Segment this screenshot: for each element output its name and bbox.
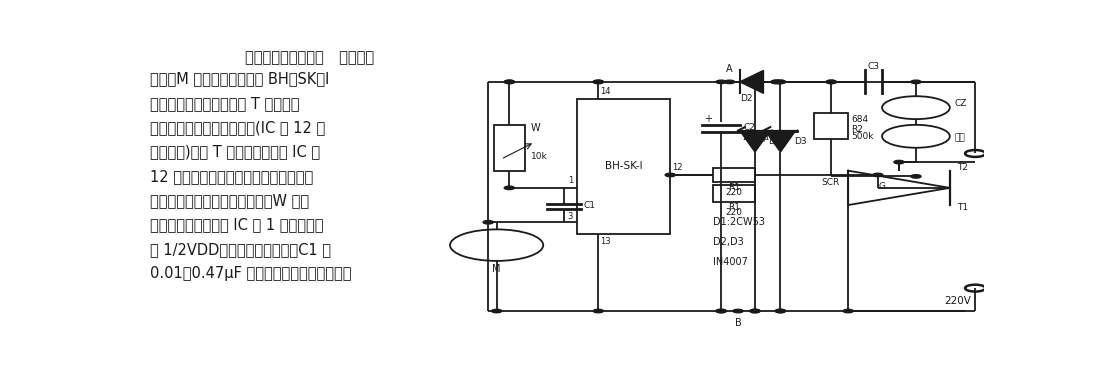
- Bar: [577, 99, 670, 234]
- Circle shape: [775, 309, 786, 313]
- Text: 关断变为导通。反之原理相同。W 为灵: 关断变为导通。反之原理相同。W 为灵: [151, 193, 309, 208]
- Text: 1: 1: [567, 176, 573, 185]
- Circle shape: [826, 80, 836, 84]
- Text: W: W: [530, 123, 540, 133]
- Circle shape: [593, 309, 603, 313]
- Circle shape: [775, 80, 786, 84]
- Circle shape: [725, 80, 734, 84]
- Text: C2: C2: [743, 123, 755, 132]
- Bar: [713, 168, 755, 182]
- Text: 3: 3: [567, 212, 573, 221]
- Circle shape: [666, 173, 675, 177]
- Circle shape: [733, 309, 743, 313]
- Circle shape: [593, 80, 603, 84]
- Text: 220 μ: 220 μ: [743, 133, 768, 142]
- Polygon shape: [740, 70, 763, 93]
- Circle shape: [750, 80, 760, 84]
- Text: 0.01～0.47μF 之间选择，对掌声最灵敏。: 0.01～0.47μF 之间选择，对掌声最灵敏。: [151, 266, 352, 281]
- Text: 13: 13: [600, 237, 610, 246]
- Text: R2: R2: [851, 125, 863, 134]
- Circle shape: [750, 309, 760, 313]
- Text: D1:2CW53: D1:2CW53: [713, 217, 765, 227]
- Text: T1: T1: [956, 203, 967, 212]
- Circle shape: [716, 80, 726, 84]
- Circle shape: [775, 309, 786, 313]
- Text: C1: C1: [583, 201, 595, 210]
- Text: 220: 220: [726, 188, 742, 197]
- Text: R1: R1: [728, 203, 740, 212]
- Text: D2: D2: [740, 94, 753, 103]
- Circle shape: [910, 175, 921, 178]
- Text: D1: D1: [768, 137, 781, 146]
- Text: 12: 12: [672, 163, 682, 172]
- Bar: [814, 113, 848, 139]
- Text: 负载: 负载: [954, 133, 965, 142]
- Text: SCR: SCR: [822, 178, 839, 187]
- Text: IN4007: IN4007: [713, 257, 748, 267]
- Text: 放大、整形、选频并触发 T 触发器翻: 放大、整形、选频并触发 T 触发器翻: [151, 96, 299, 111]
- Text: M: M: [492, 264, 501, 275]
- Text: 10k: 10k: [530, 152, 548, 161]
- Text: CZ: CZ: [954, 99, 966, 108]
- Text: 14: 14: [600, 87, 610, 96]
- Text: 手时，M 上感受到的信号经 BH－SK－I: 手时，M 上感受到的信号经 BH－SK－I: [151, 71, 330, 87]
- Circle shape: [716, 309, 726, 313]
- Bar: [494, 125, 525, 171]
- Circle shape: [593, 80, 603, 84]
- Text: D2,D3: D2,D3: [713, 237, 743, 247]
- Bar: [713, 185, 755, 202]
- Text: +: +: [704, 114, 713, 124]
- Text: G: G: [879, 182, 885, 191]
- Text: 500k: 500k: [851, 132, 874, 141]
- Text: 12 脉由低电平变为高电平，可控硅也由: 12 脉由低电平变为高电平，可控硅也由: [151, 169, 314, 184]
- Circle shape: [894, 160, 904, 164]
- Polygon shape: [765, 131, 796, 152]
- Text: 220V: 220V: [944, 296, 971, 306]
- Circle shape: [771, 80, 781, 84]
- Circle shape: [504, 186, 515, 190]
- Text: D3: D3: [794, 137, 807, 146]
- Text: C3: C3: [868, 62, 880, 71]
- Circle shape: [771, 80, 781, 84]
- Text: T2: T2: [956, 163, 967, 172]
- Circle shape: [504, 80, 515, 84]
- Text: 敏度调节电位器，当 IC 的 1 脉电压略高: 敏度调节电位器，当 IC 的 1 脉电压略高: [151, 218, 324, 232]
- Circle shape: [716, 309, 726, 313]
- Circle shape: [843, 309, 854, 313]
- Circle shape: [483, 221, 493, 224]
- Text: 为低电平)，则 T 触发器的翻转使 IC 的: 为低电平)，则 T 触发器的翻转使 IC 的: [151, 145, 320, 160]
- Text: 转，若此时可控硅是关断的(IC 的 12 脉: 转，若此时可控硅是关断的(IC 的 12 脉: [151, 120, 326, 135]
- Text: 684: 684: [851, 115, 869, 124]
- Text: 220: 220: [726, 208, 742, 217]
- Text: 声控双稳态电子开关   当有人拍: 声控双稳态电子开关 当有人拍: [245, 50, 374, 65]
- Circle shape: [872, 173, 883, 177]
- Circle shape: [504, 80, 515, 84]
- Text: BH-SK-I: BH-SK-I: [604, 161, 643, 171]
- Text: A: A: [726, 64, 733, 74]
- Circle shape: [750, 309, 760, 313]
- Text: 于 1/2VDD，此时灵敏度最高。C1 在: 于 1/2VDD，此时灵敏度最高。C1 在: [151, 242, 331, 257]
- Polygon shape: [740, 131, 771, 152]
- Text: B: B: [734, 318, 741, 328]
- Circle shape: [775, 80, 786, 84]
- Text: R1: R1: [728, 183, 740, 192]
- Circle shape: [826, 80, 836, 84]
- Circle shape: [910, 80, 921, 84]
- Circle shape: [492, 309, 502, 313]
- Circle shape: [750, 80, 760, 84]
